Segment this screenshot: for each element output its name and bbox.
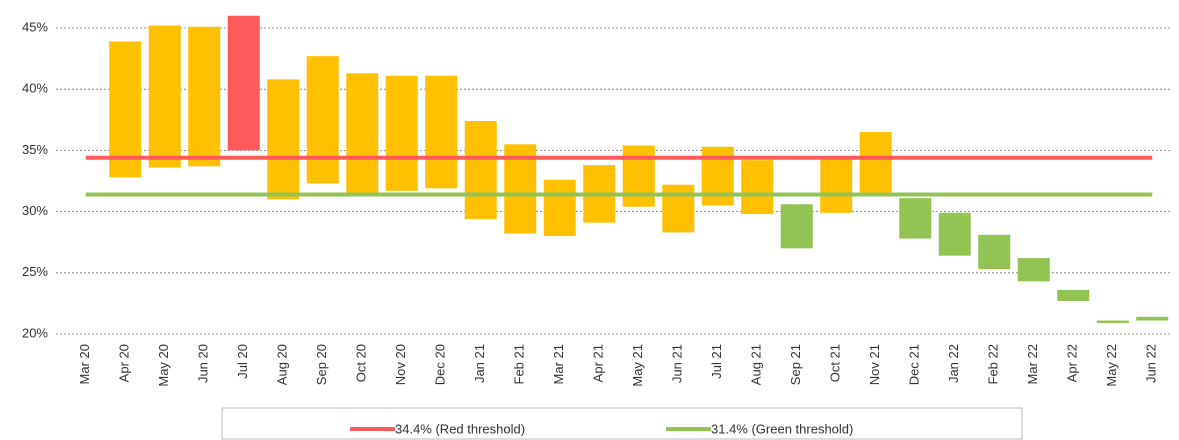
x-tick-label: Apr 20 [117,344,132,382]
range-bar [227,15,260,151]
y-tick-label: 30% [22,203,48,218]
x-tick-label: Mar 20 [77,344,92,384]
range-bar [1096,320,1129,323]
x-tick-label: Aug 20 [275,344,290,385]
y-tick-label: 45% [22,19,48,34]
x-tick-label: Nov 20 [393,344,408,385]
range-bar [543,179,576,237]
y-tick-label: 35% [22,142,48,157]
range-bar [346,73,379,194]
legend-box [221,407,1023,440]
x-tick-label: Jun 20 [196,344,211,383]
range-bar [741,160,774,215]
x-tick-label: May 21 [630,344,645,387]
x-tick-label: Jun 21 [670,344,685,383]
x-tick-label: Sep 21 [788,344,803,385]
range-bar [306,56,339,184]
x-tick-label: Apr 22 [1065,344,1080,382]
range-bar [464,121,497,219]
range-bar [938,212,971,256]
range-bar [109,41,142,178]
range-bar [1017,258,1050,282]
x-tick-label: Jun 22 [1144,344,1159,383]
x-tick-label: May 20 [156,344,171,387]
range-bar [1057,289,1090,301]
range-bar [780,204,813,249]
x-tick-label: Jan 21 [472,344,487,383]
range-bar [622,145,655,207]
range-bar [899,198,932,239]
y-tick-label: 25% [22,264,48,279]
range-bar [701,146,734,206]
y-tick-label: 40% [22,81,48,96]
x-tick-label: Feb 21 [512,344,527,384]
x-tick-label: Mar 22 [1025,344,1040,384]
x-tick-label: Jan 22 [946,344,961,383]
x-tick-label: Oct 20 [354,344,369,382]
range-bar [267,79,300,200]
legend-label: 34.4% (Red threshold) [395,421,525,436]
x-tick-label: Feb 22 [986,344,1001,384]
x-tick-label: Aug 21 [749,344,764,385]
x-tick-label: Jul 21 [709,344,724,379]
x-tick-label: Nov 21 [867,344,882,385]
y-tick-label: 20% [22,325,48,340]
range-bar [978,234,1011,270]
x-tick-label: Jul 20 [235,344,250,379]
range-bar [820,157,853,213]
range-bar [425,75,458,189]
range-bar [662,184,695,233]
range-bar [385,75,418,191]
legend-label: 31.4% (Green threshold) [711,421,853,436]
range-bar [148,25,181,168]
x-tick-label: Mar 21 [551,344,566,384]
range-bar [188,26,221,167]
x-tick-label: Oct 21 [828,344,843,382]
x-tick-label: Dec 21 [907,344,922,385]
x-tick-label: Sep 20 [314,344,329,385]
x-tick-label: May 22 [1104,344,1119,387]
x-tick-label: Apr 21 [591,344,606,382]
range-bar [859,132,892,195]
x-tick-label: Dec 20 [433,344,448,385]
range-bar [1136,316,1169,321]
